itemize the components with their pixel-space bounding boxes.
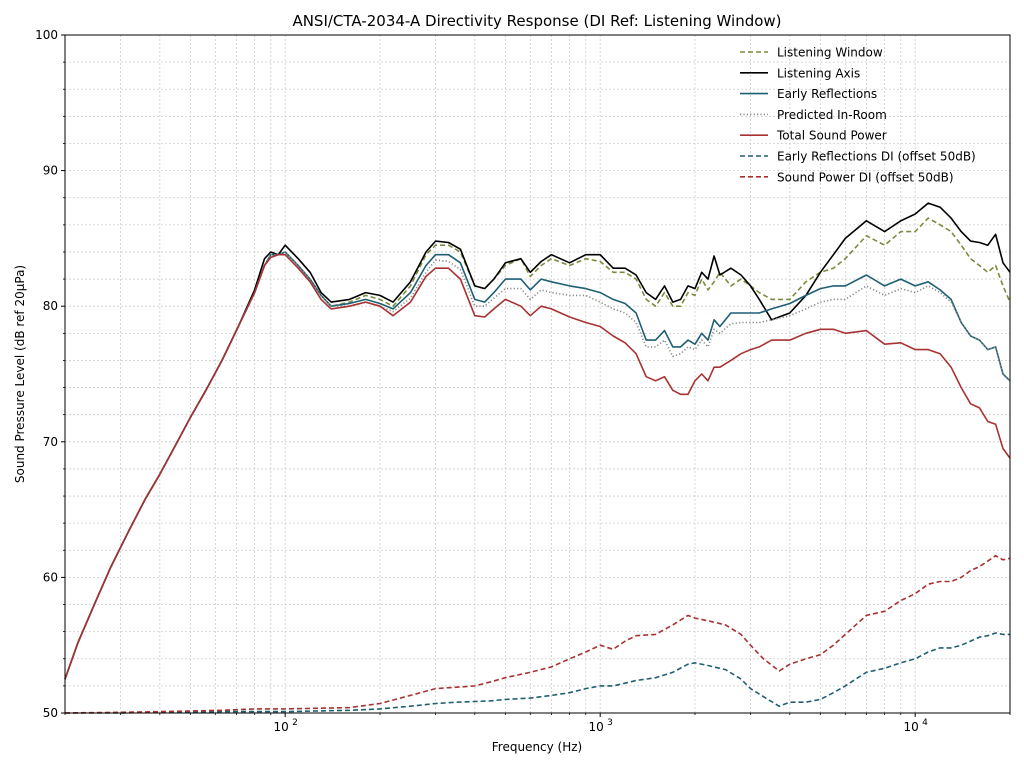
series-line-5 [65,632,1010,714]
x-tick-base: 10 [589,720,604,734]
legend-label: Predicted In-Room [777,108,887,122]
y-tick-label: 100 [35,28,58,42]
x-tick-base: 10 [904,720,919,734]
series-line-1 [64,202,1011,680]
plot-frame [64,34,1011,714]
x-tick-base: 10 [274,720,289,734]
legend-label: Sound Power DI (offset 50dB) [777,170,954,184]
y-tick-label: 70 [43,435,58,449]
y-tick-label: 80 [43,299,58,313]
y-tick-label: 50 [43,706,58,720]
legend-label: Listening Axis [777,66,860,80]
x-tick-label: 10 2 [274,718,298,734]
legend-label: Listening Window [777,46,883,60]
series-line-6 [64,554,1011,714]
axis-ticks [61,34,1011,717]
x-axis-label: Frequency (Hz) [492,740,583,754]
x-tick-label: 10 3 [589,718,613,734]
legend: Listening Window Listening Axis Early Refl… [740,46,976,184]
y-tick-label: 90 [43,164,58,178]
y-axis-label: Sound Pressure Level (dB ref 20μPa) [13,265,27,483]
y-tick-labels: 50 60 70 80 90 100 [35,28,58,720]
series-line-4 [64,253,1011,680]
x-tick-labels: 10 2 10 3 10 4 [274,718,929,734]
chart-title: ANSI/CTA-2034-A Directivity Response (DI… [292,12,781,30]
legend-label: Early Reflections DI (offset 50dB) [777,150,976,164]
x-tick-label: 10 4 [904,718,929,734]
x-tick-exponent: 4 [922,718,928,728]
legend-label: Early Reflections [777,87,877,101]
y-tick-label: 60 [43,570,58,584]
x-tick-exponent: 2 [292,718,298,728]
legend-label: Total Sound Power [776,129,887,143]
series-lines [64,202,1011,714]
x-tick-exponent: 3 [607,718,613,728]
